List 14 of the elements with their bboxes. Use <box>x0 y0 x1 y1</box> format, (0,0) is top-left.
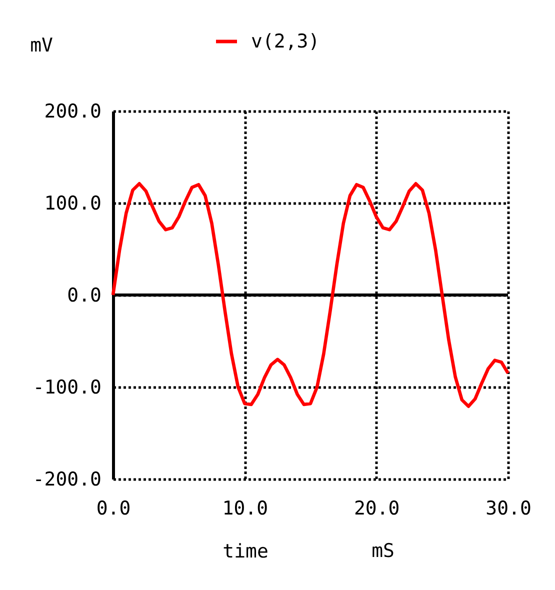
legend-label: v(2,3) <box>251 30 320 52</box>
y-tick-label: -200.0 <box>32 468 102 490</box>
x-tick-label: 10.0 <box>222 498 268 520</box>
x-tick-label: 30.0 <box>486 498 532 520</box>
text: mS <box>372 540 394 562</box>
y-tick-label: -100.0 <box>32 376 102 398</box>
y-tick-label: 0.0 <box>67 284 102 306</box>
x-tick-label: 0.0 <box>96 498 131 520</box>
y-tick-label: 200.0 <box>44 100 102 122</box>
y-axis-title: mV <box>30 34 53 56</box>
x-tick-label: 20.0 <box>354 498 400 520</box>
line-series <box>111 182 510 408</box>
x-axis-title: time <box>222 540 268 562</box>
y-tick-label: 100.0 <box>44 192 102 214</box>
